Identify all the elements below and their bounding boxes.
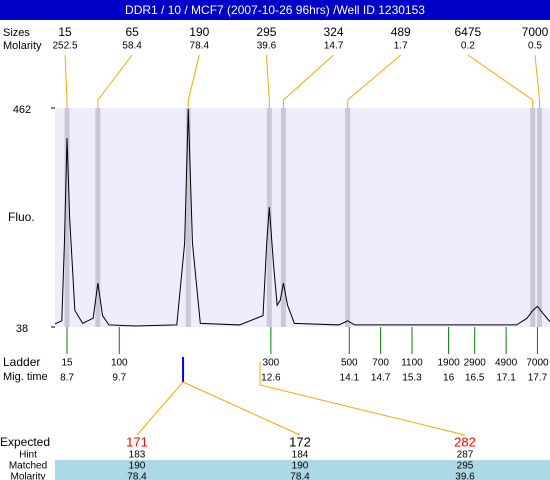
peak-connector: [467, 54, 534, 108]
table-cell: 287: [457, 450, 474, 461]
table-cell: 78.4: [290, 472, 310, 480]
ladder-size: 500: [341, 358, 358, 369]
size-label: Sizes: [3, 27, 30, 39]
ladder-time: 8.7: [60, 373, 74, 384]
table-highlight: [55, 460, 550, 480]
peak-band: [530, 108, 536, 327]
table-cell: 78.4: [127, 472, 147, 480]
table-connector: [259, 362, 466, 436]
peak-connector: [187, 54, 200, 108]
peak-molarity: 58.4: [122, 41, 142, 52]
mig-time-label: Mig. time: [3, 371, 48, 383]
peak-molarity: 252.5: [52, 41, 77, 52]
table-cell: 295: [457, 461, 474, 472]
peak-connector: [347, 54, 402, 108]
table-cell: 190: [292, 461, 309, 472]
peak-band: [95, 108, 101, 327]
peak-size: 7000: [522, 25, 549, 39]
ladder-size: 700: [372, 358, 389, 369]
table-cell: 39.6: [455, 472, 475, 480]
y-tick-label: 38: [16, 323, 28, 335]
title-bar: [0, 0, 550, 20]
peak-molarity: 0.2: [461, 41, 475, 52]
ladder-time: 15.3: [402, 373, 422, 384]
ladder-time: 16: [443, 373, 455, 384]
peak-size: 295: [256, 25, 276, 39]
ladder-time: 9.7: [112, 373, 126, 384]
ladder-time: 14.1: [340, 373, 360, 384]
molarity-label: Molarity: [3, 40, 42, 52]
peak-molarity: 78.4: [190, 41, 210, 52]
plot-area: [55, 108, 550, 327]
table-row-label: Matched: [9, 461, 47, 472]
ladder-time: 16.5: [465, 373, 485, 384]
peak-size: 15: [58, 25, 72, 39]
ladder-size: 15: [61, 358, 73, 369]
peak-molarity: 39.6: [257, 41, 277, 52]
y-axis-label: Fluo.: [8, 210, 35, 224]
ladder-label: Ladder: [3, 355, 40, 369]
ladder-size: 1900: [437, 358, 460, 369]
table-cell: 184: [292, 450, 309, 461]
peak-size: 324: [324, 25, 344, 39]
peak-band: [64, 108, 70, 327]
ladder-size: 2900: [464, 358, 487, 369]
peak-molarity: 0.5: [528, 41, 542, 52]
peak-connector: [64, 54, 68, 108]
peak-connector: [534, 54, 541, 108]
ladder-time: 12.6: [261, 373, 281, 384]
table-cell: 183: [129, 450, 146, 461]
peak-size: 65: [125, 25, 139, 39]
peak-band: [537, 108, 543, 327]
peak-connector: [97, 54, 133, 108]
table-cell: 190: [129, 461, 146, 472]
ladder-time: 17.7: [528, 373, 548, 384]
ladder-size: 300: [263, 358, 280, 369]
peak-molarity: 1.7: [394, 41, 408, 52]
ladder-time: 17.1: [496, 373, 516, 384]
table-row-label: Molarity: [10, 472, 45, 480]
ladder-size: 7000: [526, 358, 549, 369]
peak-connector: [282, 54, 334, 108]
table-cell: 171: [126, 434, 148, 449]
peak-size: 489: [391, 25, 411, 39]
ladder-time: 14.7: [371, 373, 391, 384]
chart-title: DDR1 / 10 / MCF7 (2007-10-26 96hrs) /Wel…: [125, 3, 425, 17]
peak-size: 6475: [455, 25, 482, 39]
peak-band: [185, 108, 191, 327]
table-cell: 282: [454, 434, 476, 449]
table-cell: 172: [289, 434, 311, 449]
peak-connector: [265, 54, 270, 108]
peak-molarity: 14.7: [324, 41, 344, 52]
table-row-label: Expected: [0, 435, 50, 449]
ladder-size: 100: [111, 358, 128, 369]
table-connector: [136, 381, 184, 436]
peak-size: 190: [189, 25, 209, 39]
table-row-label: Hint: [19, 450, 37, 461]
peak-band: [266, 108, 272, 327]
ladder-size: 1100: [401, 358, 423, 369]
peak-band: [345, 108, 351, 327]
y-tick-label: 462: [13, 104, 31, 116]
trace: [54, 109, 550, 327]
table-connector: [182, 381, 301, 436]
peak-band: [280, 108, 286, 327]
ladder-size: 4900: [495, 358, 518, 369]
